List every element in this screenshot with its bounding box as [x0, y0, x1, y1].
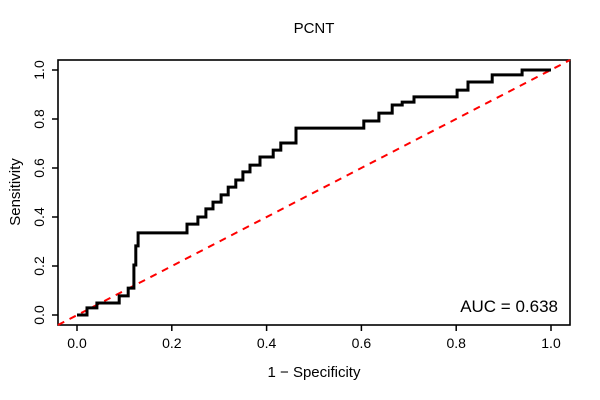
y-axis-tick-label: 0.2 — [31, 256, 47, 276]
y-axis-title: Sensitivity — [7, 158, 24, 226]
y-axis-tick-label: 0.8 — [31, 109, 47, 129]
x-axis-tick-label: 0.0 — [67, 335, 87, 351]
chance-diagonal-line — [57, 59, 571, 326]
y-axis-tick-label: 0.6 — [31, 158, 47, 178]
plot-box — [57, 59, 571, 326]
y-axis-tick-label: 0.0 — [31, 305, 47, 325]
axis-ticks — [52, 69, 552, 331]
axis-tick-labels: 0.0 0.2 0.4 0.6 0.8 1.0 0.0 0.2 0.4 0.6 0.8 1.0 — [31, 60, 561, 351]
y-axis-tick-label: 0.4 — [31, 207, 47, 227]
x-axis-title: 1 − Specificity — [268, 364, 361, 381]
x-axis-tick-label: 1.0 — [541, 335, 561, 351]
x-axis-tick-label: 0.4 — [257, 335, 277, 351]
roc-curve-line — [77, 68, 551, 317]
x-axis-tick-label: 0.6 — [352, 335, 372, 351]
x-axis-tick-label: 0.8 — [446, 335, 466, 351]
x-axis-tick-label: 0.2 — [162, 335, 182, 351]
chart-title: PCNT — [294, 20, 335, 37]
auc-annotation: AUC = 0.638 — [460, 297, 558, 316]
y-axis-tick-label: 1.0 — [31, 60, 47, 80]
